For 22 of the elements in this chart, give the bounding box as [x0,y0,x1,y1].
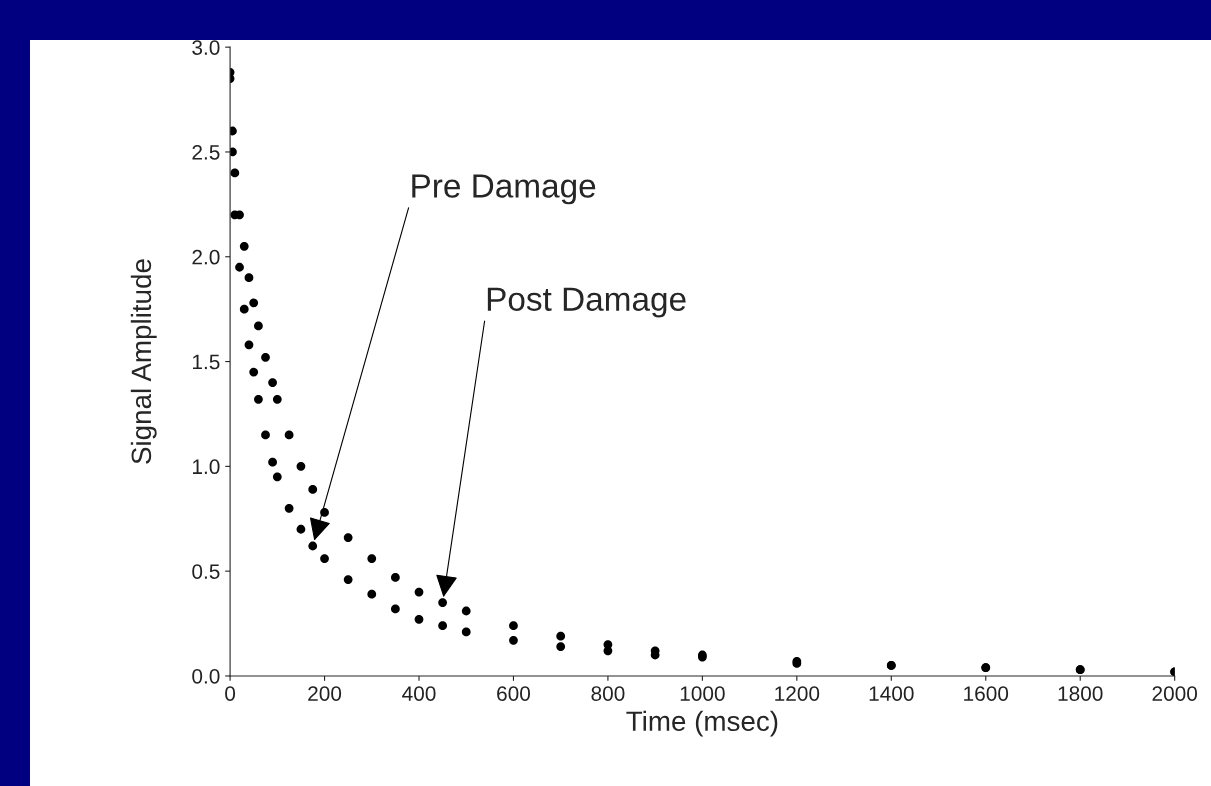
x-tick-label: 1400 [869,686,914,701]
x-tick-label: 1800 [1058,686,1103,701]
x-tick-label: 800 [591,686,625,701]
x-axis-title: Time (msec) [626,710,778,737]
x-tick-label: 0 [225,686,236,701]
annotation: Post Damage [487,287,686,318]
y-tick-label: 2.0 [192,249,220,265]
x-tick-label: 600 [497,686,531,701]
y-axis-title: Signal Amplitude [130,259,157,464]
y-tick-label: 1.0 [193,459,220,475]
annotation: Pre Damage [412,174,596,205]
y-tick-label: 0.0 [192,668,220,684]
y-tick-label: 0.5 [192,564,220,579]
x-tick-label: 200 [308,686,342,701]
y-tick-label: 2.5 [192,144,220,160]
y-tick-label: 1.5 [193,354,220,370]
y-tick-label: 3.0 [192,40,220,55]
x-tick-label: 400 [402,686,436,701]
x-tick-label: 1200 [775,686,820,701]
x-tick-label: 1600 [964,686,1009,701]
x-tick-label: 1000 [680,686,725,701]
x-tick-label: 2000 [1152,686,1198,701]
